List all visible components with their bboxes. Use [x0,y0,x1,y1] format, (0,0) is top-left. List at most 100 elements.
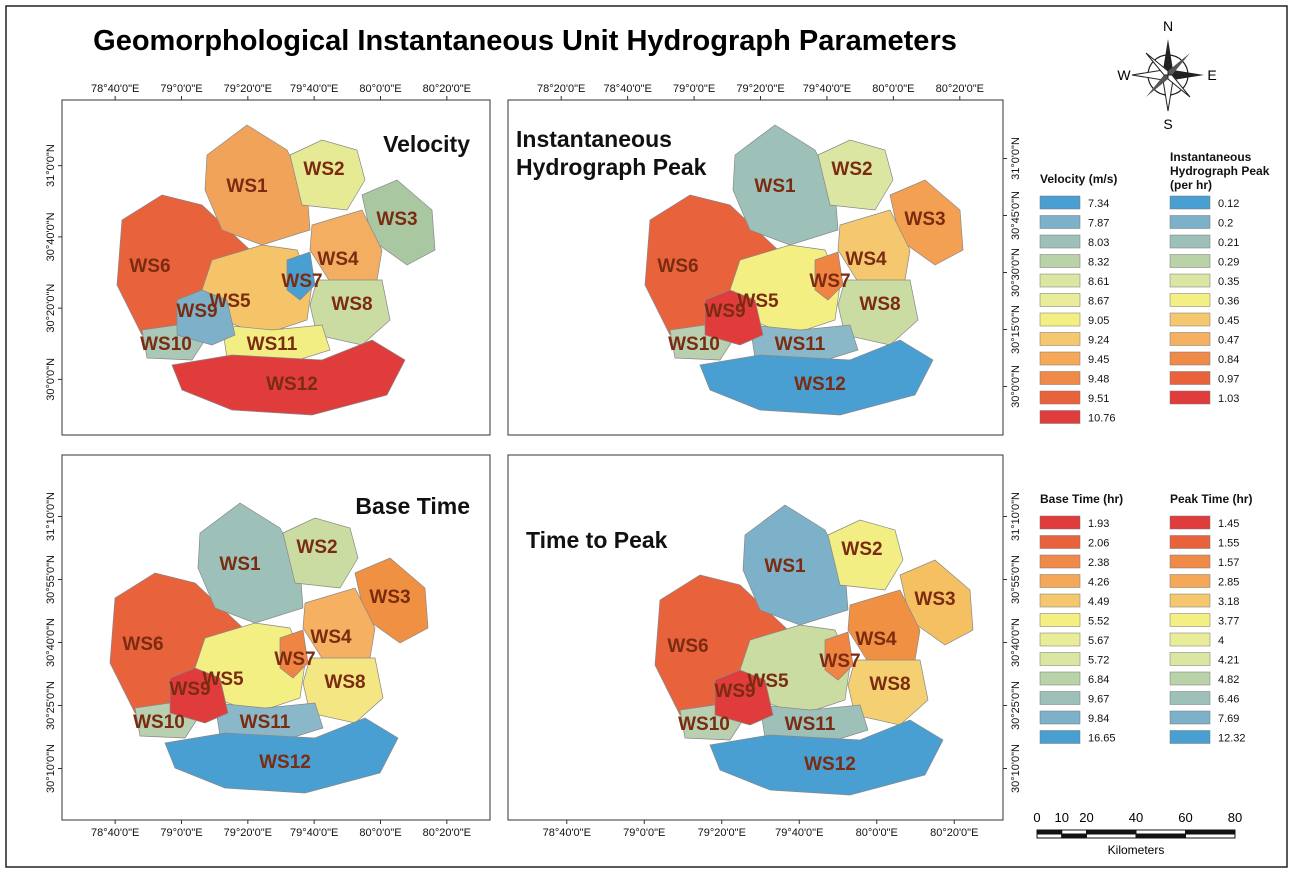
legend-value: 16.65 [1088,733,1116,745]
legend-swatch [1170,274,1210,287]
scale-label: 20 [1079,810,1093,825]
watershed-label: WS4 [317,249,359,270]
legend-swatch [1040,692,1080,705]
latitude-label: 30°10'0"N [45,744,57,793]
figure-title: Geomorphological Instantaneous Unit Hydr… [93,25,957,57]
latitude-label: 30°20'0"N [45,284,57,333]
watershed-label: WS4 [310,627,352,648]
watershed-label: WS10 [668,334,720,355]
legend-swatch [1170,614,1210,627]
watershed-label: WS12 [266,374,318,395]
longitude-label: 80°0'0"E [872,83,914,95]
legend-value: 9.51 [1088,393,1109,405]
longitude-label: 80°20'0"E [423,83,471,95]
legend-value: 9.05 [1088,315,1109,327]
legend-swatch [1040,196,1080,209]
watershed-label: WS4 [845,249,887,270]
legend-title: Velocity (m/s) [1040,172,1150,186]
latitude-label: 30°25'0"N [45,681,57,730]
legend-title: Peak Time (hr) [1170,492,1280,506]
watershed-label: WS6 [657,256,698,277]
legend-value: 9.67 [1088,694,1109,706]
latitude-label: 30°30'0"N [1010,248,1022,297]
legend-value: 1.45 [1218,518,1239,530]
legend-swatch [1170,333,1210,346]
scale-label: 80 [1228,810,1242,825]
legend-swatch [1040,313,1080,326]
legend-swatch [1040,235,1080,248]
legend-value: 8.03 [1088,237,1109,249]
scale-segment [1087,834,1137,838]
legend-swatch [1040,633,1080,646]
longitude-label: 79°20'0"E [736,83,784,95]
legend-value: 9.84 [1088,713,1109,725]
scale-segment [1062,834,1087,838]
legend-swatch [1170,235,1210,248]
watershed-label: WS8 [331,294,372,315]
watershed-label: WS2 [303,159,344,180]
legend-value: 0.84 [1218,354,1239,366]
longitude-label: 79°40'0"E [290,83,338,95]
legend-swatch [1170,294,1210,307]
latitude-label: 31°0'0"N [45,144,57,187]
legend-swatch [1040,391,1080,404]
legend-swatch [1170,653,1210,666]
watershed-label: WS11 [785,714,836,735]
watershed-label: WS10 [133,712,185,733]
legend-swatch [1040,294,1080,307]
longitude-label: 79°40'0"E [290,827,338,839]
legend-swatch [1040,372,1080,385]
legend-value: 4.21 [1218,655,1239,667]
longitude-label: 80°0'0"E [359,827,401,839]
legend-value: 0.29 [1218,257,1239,269]
latitude-label: 30°10'0"N [1010,744,1022,793]
watershed-label: WS9 [176,301,217,322]
latitude-label: 30°45'0"N [1010,191,1022,240]
legend-swatch [1170,594,1210,607]
legend-swatch [1170,692,1210,705]
latitude-label: 30°40'0"N [45,618,57,667]
legend-value: 0.2 [1218,218,1233,230]
legend-value: 4 [1218,635,1224,647]
scale-unit: Kilometers [1108,843,1165,857]
watershed-label: WS10 [140,334,192,355]
latitude-label: 30°40'0"N [1010,618,1022,667]
legend-swatch [1040,333,1080,346]
legend-value: 5.72 [1088,655,1109,667]
longitude-label: 80°20'0"E [930,827,978,839]
legend-value: 9.45 [1088,354,1109,366]
legend-swatch [1040,711,1080,724]
watershed-label: WS8 [869,674,910,695]
legend-value: 8.67 [1088,296,1109,308]
legend-swatch [1170,313,1210,326]
scale-label: 10 [1055,810,1069,825]
panel-title: Time to Peak [526,526,776,554]
longitude-label: 79°0'0"E [160,827,202,839]
panel-title: Velocity [383,130,470,158]
legend-swatch [1170,711,1210,724]
longitude-label: 80°0'0"E [359,83,401,95]
longitude-label: 80°20'0"E [936,83,984,95]
legend-value: 8.61 [1088,276,1109,288]
watershed-label: WS8 [324,672,365,693]
latitude-label: 30°40'0"N [45,212,57,261]
watershed-label: WS1 [226,176,268,197]
legend-swatch [1040,536,1080,549]
watershed-label: WS6 [122,634,163,655]
legend-swatch [1170,633,1210,646]
longitude-label: 79°20'0"E [224,83,272,95]
watershed-label: WS9 [714,681,755,702]
compass-s: S [1163,116,1172,132]
latitude-label: 30°55'0"N [45,555,57,604]
legend-swatch [1170,255,1210,268]
legend-value: 6.84 [1088,674,1109,686]
scale-segment [1136,830,1186,834]
watershed-label: WS9 [704,301,745,322]
longitude-label: 78°20'0"E [537,83,585,95]
watershed-label: WS3 [369,587,410,608]
watershed-label: WS4 [855,629,897,650]
legend-swatch [1170,575,1210,588]
watershed-label: WS12 [259,752,311,773]
legend-value: 2.38 [1088,557,1109,569]
scale-segment [1037,834,1062,838]
